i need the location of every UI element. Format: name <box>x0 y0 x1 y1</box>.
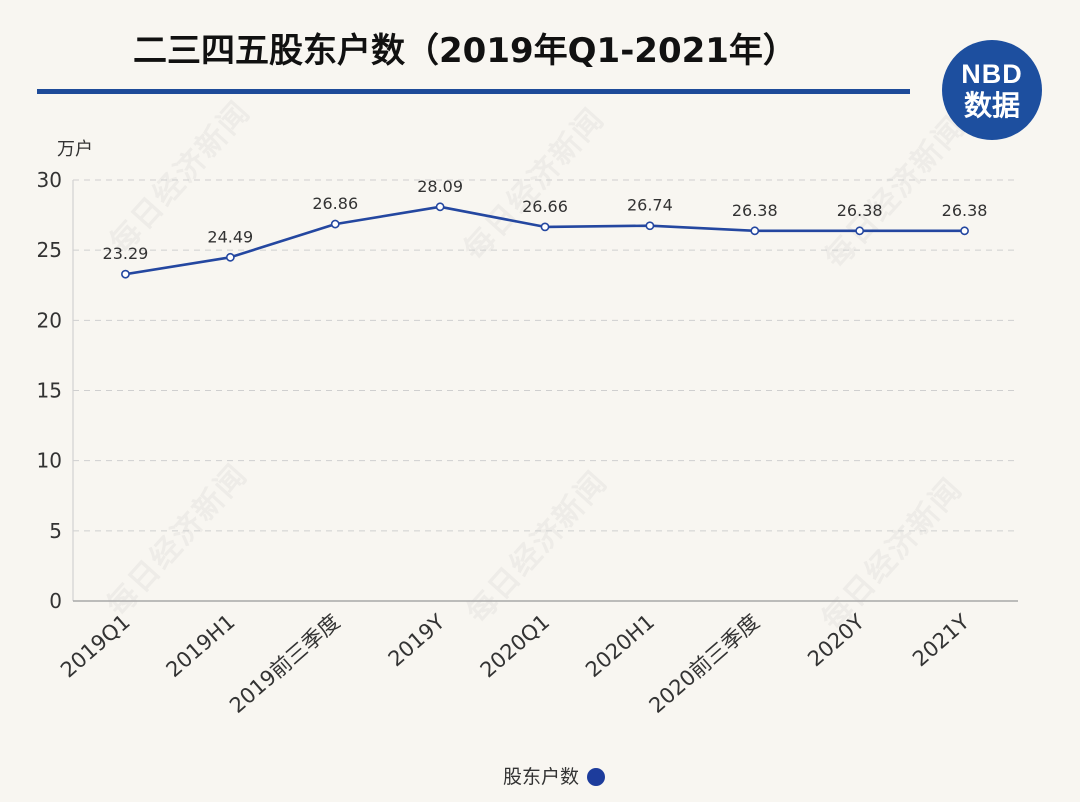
y-tick-label: 0 <box>49 589 62 613</box>
data-point <box>225 252 235 262</box>
y-tick-label: 5 <box>49 519 62 543</box>
gridlines <box>73 179 1017 532</box>
y-axis-unit-label: 万户 <box>57 139 93 160</box>
y-tick-label: 25 <box>37 238 62 262</box>
data-point <box>121 269 130 279</box>
axes <box>72 180 1018 602</box>
y-tick-label: 30 <box>37 168 62 192</box>
y-tick-labels: 0 5 10 15 20 25 30 <box>37 168 62 613</box>
series-group <box>121 202 969 279</box>
data-point <box>750 226 760 236</box>
data-point <box>645 221 655 231</box>
x-tick-label: 2020前三季度 <box>645 610 764 718</box>
x-tick-label: 2020Q1 <box>476 610 555 683</box>
data-label: 28.09 <box>417 177 463 196</box>
data-point <box>435 202 445 212</box>
x-tick-label: 2020Y <box>803 610 869 672</box>
data-label: 26.86 <box>312 194 358 213</box>
data-label: 26.38 <box>732 201 778 220</box>
x-tick-label: 2020H1 <box>581 610 659 682</box>
data-point <box>540 222 550 232</box>
data-label: 24.49 <box>207 227 253 246</box>
data-point <box>960 226 969 236</box>
legend-marker <box>587 768 606 786</box>
nbd-logo: NBD 数据 <box>942 40 1042 140</box>
data-point <box>855 226 865 236</box>
legend-label: 股东户数 <box>503 766 580 788</box>
data-point <box>330 219 340 229</box>
y-tick-label: 20 <box>37 308 62 332</box>
x-tick-label: 2019Y <box>384 610 450 672</box>
data-labels: 23.29 24.49 26.86 28.09 26.66 26.74 26.38 26.38… <box>103 177 988 263</box>
title-underline <box>37 89 910 94</box>
legend: 股东户数 <box>503 765 606 789</box>
x-tick-label: 2019H1 <box>162 610 240 682</box>
y-tick-label: 15 <box>37 379 62 403</box>
data-label: 26.38 <box>837 201 883 220</box>
data-label: 23.29 <box>103 244 149 263</box>
logo-text-data: 数据 <box>963 89 1020 122</box>
y-tick-label: 10 <box>37 449 62 473</box>
x-tick-label: 2019前三季度 <box>225 610 344 718</box>
data-label: 26.74 <box>627 196 673 215</box>
data-label: 26.38 <box>942 201 988 220</box>
x-tick-label: 2021Y <box>908 610 974 672</box>
chart-title: 二三四五股东户数（2019年Q1-2021年） <box>133 31 797 71</box>
logo-text-nbd: NBD <box>961 59 1023 89</box>
data-label: 26.66 <box>522 197 568 216</box>
x-tick-label: 2019Q1 <box>56 610 135 683</box>
